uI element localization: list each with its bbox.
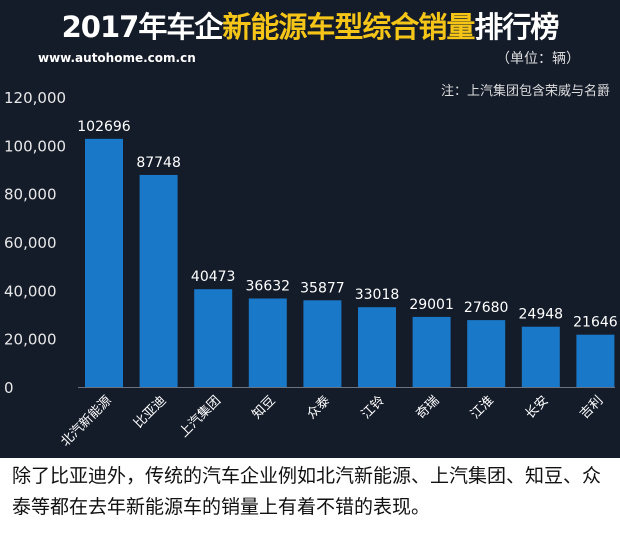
bar (576, 334, 615, 387)
data-label: 33018 (355, 287, 400, 303)
chart-background: 2017年车企新能源车型综合销量排行榜 www.autohome.com.cn … (0, 0, 620, 458)
category-label: 比亚迪 (131, 393, 169, 431)
y-tick-label: 120,000 (4, 89, 66, 107)
title-highlight: 新能源车型综合销量 (222, 10, 475, 44)
bar (412, 316, 451, 387)
data-label: 24948 (519, 307, 564, 323)
y-tick-label: 80,000 (4, 186, 57, 204)
bar (248, 298, 287, 387)
data-label: 27680 (464, 300, 509, 316)
category-label: 吉利 (577, 393, 606, 422)
category-label: 江淮 (468, 393, 497, 422)
category-label: 江铃 (359, 393, 388, 422)
bar-chart: 0 20,000 40,000 60,000 80,000 100,000 120,000 1… (4, 89, 618, 450)
y-tick-label: 40,000 (4, 282, 57, 300)
title-part: 排行榜 (474, 10, 559, 44)
data-label: 21646 (573, 315, 618, 331)
data-label: 36632 (246, 278, 291, 294)
category-label: 长安 (523, 393, 552, 422)
bar (139, 174, 178, 387)
data-label: 35877 (300, 280, 345, 296)
bar (467, 320, 506, 387)
y-tick-label: 20,000 (4, 331, 57, 349)
bar (85, 138, 123, 387)
bar (303, 300, 342, 387)
data-label: 29001 (409, 297, 454, 313)
y-tick-label: 100,000 (4, 137, 66, 155)
caption-text: 除了比亚迪外，传统的汽车企业例如北汽新能源、上汽集团、知豆、众泰等都在去年新能源… (12, 465, 602, 518)
chart-title: 2017年车企新能源车型综合销量排行榜 (0, 4, 620, 46)
category-label: 上汽集团 (176, 393, 224, 441)
category-label: 奇瑞 (413, 393, 443, 423)
site-watermark: www.autohome.com.cn (38, 51, 196, 65)
category-label: 众泰 (304, 393, 333, 422)
category-label: 北汽新能源 (58, 393, 115, 450)
bar (521, 326, 560, 387)
bar (358, 307, 396, 387)
title-part: 2017年车企 (61, 10, 224, 44)
data-label: 40473 (191, 269, 236, 285)
category-label: 知豆 (249, 393, 279, 423)
data-label: 102696 (77, 119, 131, 135)
unit-label: （单位：辆） (496, 51, 580, 67)
chart-note: 注：上汽集团包含荣威与名爵 (440, 84, 610, 99)
y-tick-label: 0 (4, 379, 14, 397)
data-label: 87748 (136, 155, 181, 171)
bar (194, 289, 233, 387)
y-tick-label: 60,000 (4, 234, 57, 252)
